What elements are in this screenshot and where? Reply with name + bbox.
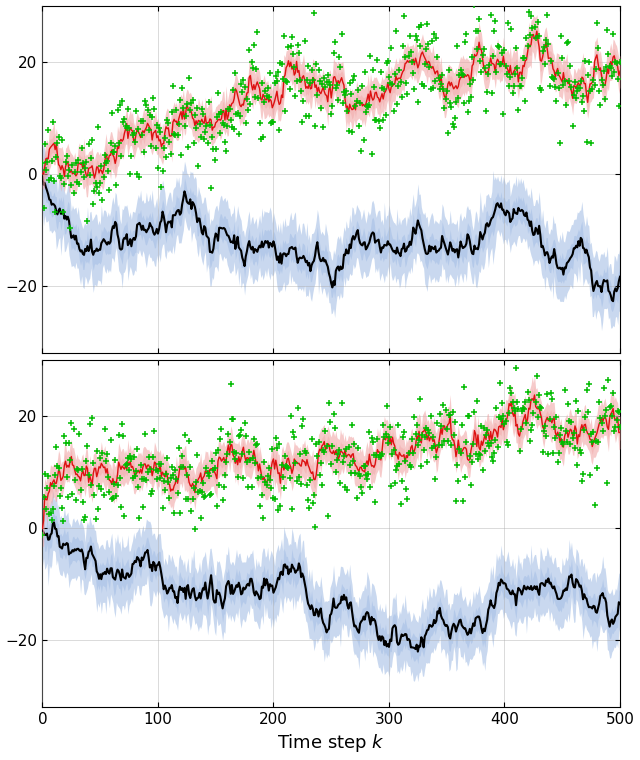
- X-axis label: Time step $k$: Time step $k$: [277, 733, 385, 755]
